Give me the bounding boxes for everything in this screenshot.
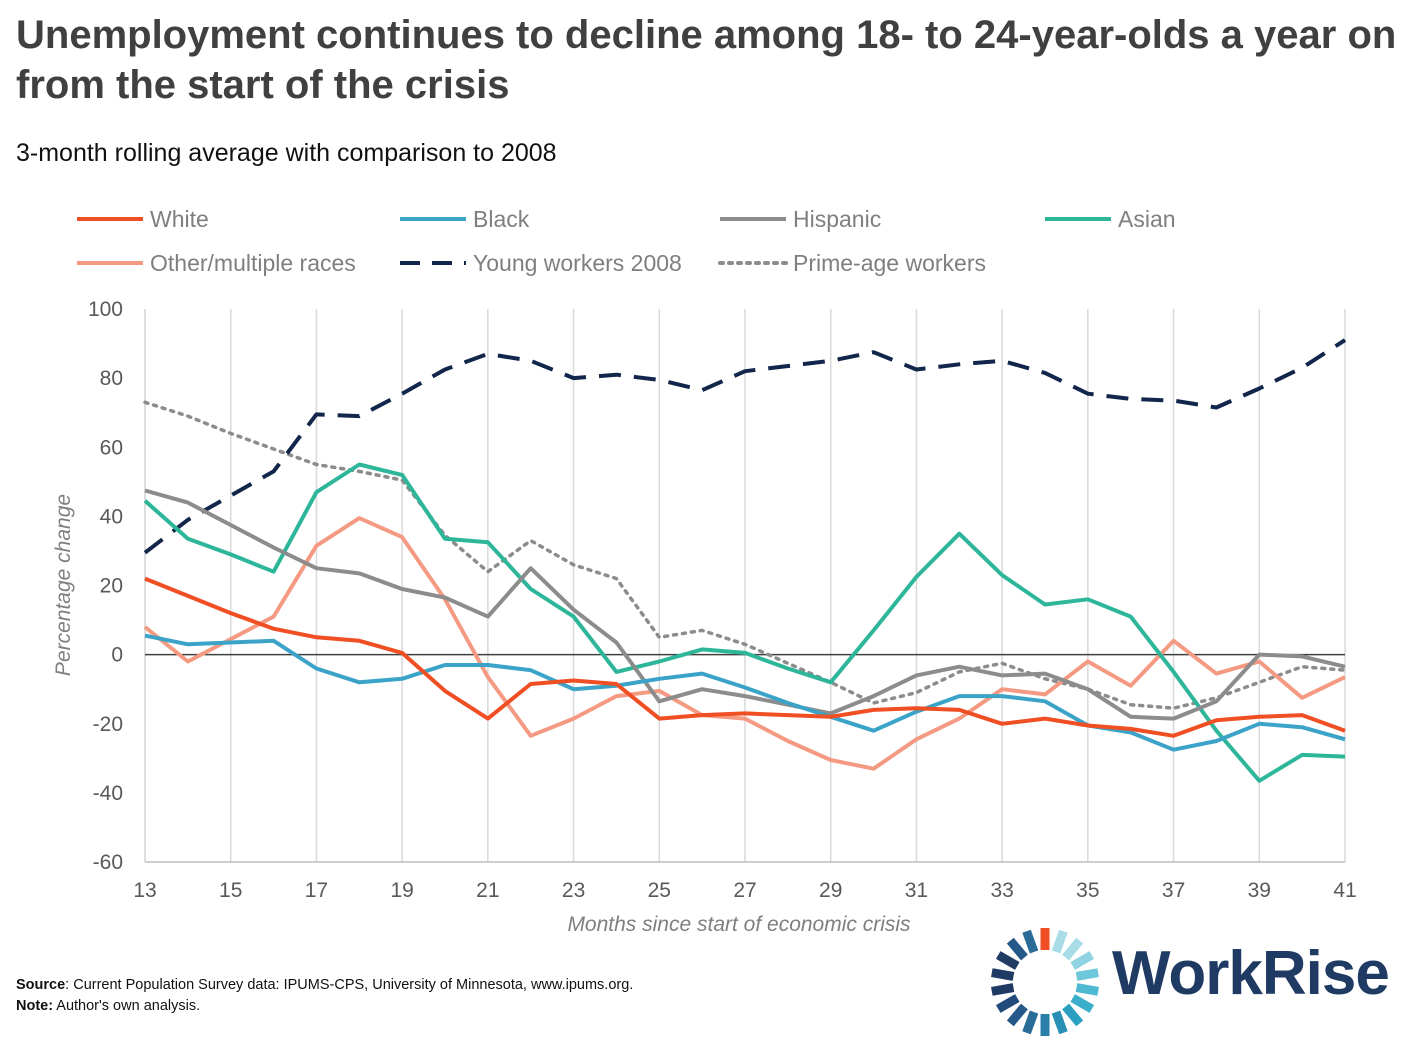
- logo-ray: [1022, 929, 1039, 954]
- y-tick-label: 60: [100, 436, 123, 459]
- y-axis-label: Percentage change: [52, 494, 75, 676]
- logo-ray: [1075, 968, 1099, 981]
- logo-ray: [1062, 937, 1084, 961]
- x-tick-label: 27: [733, 879, 756, 902]
- axes: 13 15 17 19 21 23 25 27 29 31 33 35 37 39 41 -60 -40 -20 0…: [88, 298, 1357, 902]
- x-tick-label: 17: [305, 879, 328, 902]
- y-tick-label: 40: [100, 505, 123, 528]
- logo-ray: [1062, 1003, 1084, 1027]
- chart-title: Unemployment continues to decline among …: [16, 13, 1397, 107]
- x-tick-label: 35: [1076, 879, 1099, 902]
- logo-ray: [1022, 1010, 1039, 1035]
- logo-ray: [991, 968, 1015, 981]
- logo-ray: [1051, 1010, 1068, 1035]
- legend-label: Young workers 2008: [473, 250, 682, 276]
- legend: White Black Hispanic Asian Other/multiple ra…: [77, 206, 1176, 276]
- footer: Source: Current Population Survey data: …: [16, 975, 633, 1017]
- legend-label: Hispanic: [793, 206, 881, 232]
- x-tick-label: 41: [1333, 879, 1356, 902]
- series-line-white: [144, 576, 1346, 738]
- logo-ray: [1070, 951, 1095, 970]
- x-tick-label: 37: [1162, 879, 1185, 902]
- series-lines: [143, 338, 1347, 783]
- x-tick-label: 31: [905, 879, 928, 902]
- x-tick-label: 33: [990, 879, 1013, 902]
- series-line-young-workers-2008: [143, 338, 1347, 555]
- legend-label: Other/multiple races: [150, 250, 356, 276]
- series-line-hispanic: [144, 488, 1346, 721]
- logo-ray: [1051, 929, 1068, 954]
- note-text: Author's own analysis.: [53, 998, 201, 1014]
- source-label: Source: [16, 977, 66, 993]
- source-line: Source: Current Population Survey data: …: [16, 975, 633, 996]
- x-tick-label: 21: [476, 879, 499, 902]
- note-label: Note:: [16, 998, 54, 1014]
- source-text: : Current Population Survey data: IPUMS-…: [65, 977, 634, 993]
- note-line: Note: Author's own analysis.: [16, 996, 633, 1017]
- series-line-prime-age-workers: [143, 400, 1347, 710]
- series-line-asian: [143, 462, 1346, 783]
- logo-ray: [1006, 937, 1028, 961]
- y-tick-label: -40: [93, 782, 123, 805]
- y-tick-label: -60: [93, 851, 123, 874]
- series-line-black: [144, 633, 1346, 752]
- x-tick-label: 13: [133, 879, 156, 902]
- logo-ray: [1070, 994, 1095, 1013]
- series-line-other-multiple-races: [143, 516, 1346, 771]
- x-tick-label: 15: [219, 879, 242, 902]
- legend-label: White: [150, 206, 209, 232]
- x-tick-label: 39: [1248, 879, 1271, 902]
- chart-subtitle: 3-month rolling average with comparison …: [16, 139, 557, 167]
- legend-label: Prime-age workers: [793, 250, 986, 276]
- logo-ray: [1075, 983, 1099, 996]
- x-tick-label: 19: [390, 879, 413, 902]
- workrise-logo-mark: [991, 928, 1099, 1036]
- legend-label: Black: [473, 206, 530, 232]
- y-tick-label: 100: [88, 298, 123, 321]
- legend-label: Asian: [1118, 206, 1176, 232]
- y-tick-label: 80: [100, 367, 123, 390]
- line-chart: White Black Hispanic Asian Other/multiple ra…: [52, 206, 1357, 936]
- logo-ray: [991, 983, 1015, 996]
- logo-ray: [995, 994, 1020, 1013]
- logo-ray: [1006, 1003, 1028, 1027]
- logo-ray: [995, 951, 1020, 970]
- x-tick-label: 25: [648, 879, 671, 902]
- y-tick-label: -20: [93, 713, 123, 736]
- y-tick-label: 0: [111, 644, 123, 667]
- x-tick-label: 23: [562, 879, 585, 902]
- y-tick-label: 20: [100, 575, 123, 598]
- x-tick-label: 29: [819, 879, 842, 902]
- grid: [144, 309, 1346, 862]
- workrise-logo-text: WorkRise: [1112, 939, 1390, 1008]
- x-axis-label: Months since start of economic crisis: [567, 913, 911, 936]
